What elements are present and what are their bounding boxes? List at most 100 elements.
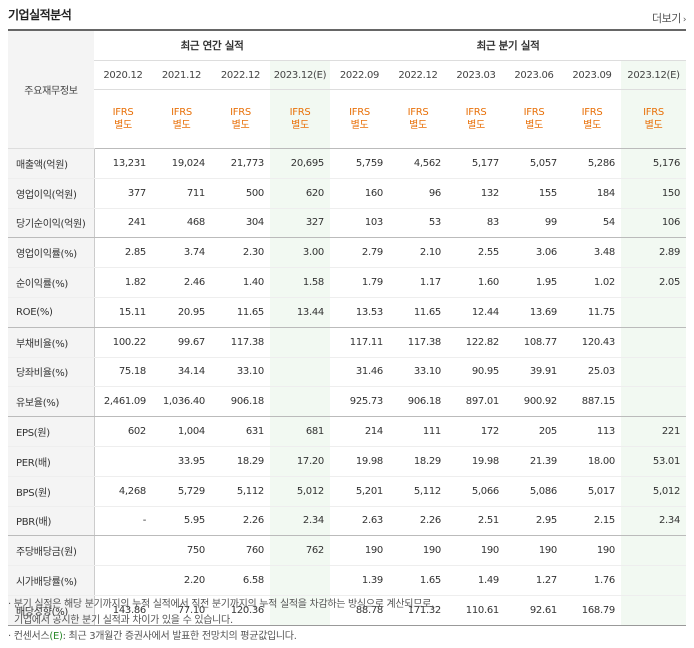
table-cell: 39.91 <box>505 357 563 388</box>
table-cell: 4,562 <box>389 148 447 179</box>
table-cell: 711 <box>152 178 211 209</box>
table-cell: 53.01 <box>621 446 687 477</box>
table-cell <box>621 297 687 328</box>
table-cell: 2.30 <box>211 237 270 269</box>
table-row: 배당성향(%) 143.86 77.10 120.36 88.78 171.32 110.6… <box>8 595 687 626</box>
table-cell: 5,177 <box>447 148 505 179</box>
table-cell: 2.51 <box>447 506 505 537</box>
table-cell: 13,231 <box>94 148 152 179</box>
table-cell: 5,286 <box>563 148 621 179</box>
table-cell: 155 <box>505 178 563 209</box>
table-cell: 762 <box>270 535 330 567</box>
table-cell: 18.29 <box>389 446 447 477</box>
table-cell: 205 <box>505 416 563 447</box>
table-cell: 2.46 <box>152 267 211 298</box>
period-header: 2023.12(E) <box>270 60 330 90</box>
table-cell: 54 <box>563 208 621 239</box>
table-cell <box>94 565 152 596</box>
table-cell: 111 <box>389 416 447 447</box>
table-cell: 3.06 <box>505 237 563 269</box>
table-cell <box>621 327 687 358</box>
basis-header: IFRS 별도 <box>270 89 330 149</box>
table-cell: 17.20 <box>270 446 330 477</box>
table-cell: 5.95 <box>152 506 211 537</box>
table-cell: 103 <box>330 208 389 239</box>
table-cell: 110.61 <box>447 595 505 626</box>
table-cell: 190 <box>389 535 447 567</box>
table-cell: 2.89 <box>621 237 687 269</box>
table-cell: 53 <box>389 208 447 239</box>
period-header: 2023.09 <box>563 60 621 90</box>
table-cell: 92.61 <box>505 595 563 626</box>
table-cell: 184 <box>563 178 621 209</box>
table-cell: 150 <box>621 178 687 209</box>
table-cell: 2.63 <box>330 506 389 537</box>
table-cell: 2.85 <box>94 237 152 269</box>
table-cell: 1.58 <box>270 267 330 298</box>
table-cell <box>621 565 687 596</box>
table-cell: 906.18 <box>211 386 270 418</box>
period-header: 2022.12 <box>211 60 270 90</box>
table-cell: 900.92 <box>505 386 563 418</box>
period-header: 2023.12(E) <box>621 60 687 90</box>
table-cell: 620 <box>270 178 330 209</box>
table-cell <box>621 595 687 626</box>
period-header: 2022.09 <box>330 60 389 90</box>
row-label: 배당성향(%) <box>8 595 95 626</box>
row-label: 당기순이익(억원) <box>8 208 95 239</box>
table-cell: 31.46 <box>330 357 389 388</box>
period-header: 2022.12 <box>389 60 447 90</box>
table-cell <box>621 386 687 418</box>
basis-header: IFRS 별도 <box>211 89 270 149</box>
table-cell: 2.95 <box>505 506 563 537</box>
basis-header: IFRS 별도 <box>152 89 211 149</box>
table-cell: 1.95 <box>505 267 563 298</box>
table-row: 당좌비율(%) 75.18 34.14 33.10 31.46 33.10 90.95 39.… <box>8 357 687 388</box>
table-cell: 13.69 <box>505 297 563 328</box>
table-cell: 12.44 <box>447 297 505 328</box>
table-cell: 241 <box>94 208 152 239</box>
table-cell: 21,773 <box>211 148 270 179</box>
table-cell: 88.78 <box>330 595 389 626</box>
table-cell: 2.79 <box>330 237 389 269</box>
table-cell: 20.95 <box>152 297 211 328</box>
table-cell: 99 <box>505 208 563 239</box>
table-cell: 5,112 <box>211 476 270 507</box>
table-cell: 327 <box>270 208 330 239</box>
table-cell: 5,057 <box>505 148 563 179</box>
financial-table: 주요재무정보 최근 연간 실적 최근 분기 실적 2020.12 2021.12 2… <box>8 29 687 626</box>
table-cell: 5,176 <box>621 148 687 179</box>
table-cell: 122.82 <box>447 327 505 358</box>
table-cell: 760 <box>211 535 270 567</box>
period-header: 2023.06 <box>505 60 563 90</box>
table-row: PBR(배) -5.95 2.26 2.34 2.63 2.26 2.51 2.95 2.15 2… <box>8 506 687 537</box>
table-cell: 190 <box>505 535 563 567</box>
table-cell: 190 <box>563 535 621 567</box>
note-line-3: · 컨센서스(E): 최근 3개월간 증권사에서 발표한 전망치의 평균값입니다… <box>8 631 297 642</box>
table-cell: 18.29 <box>211 446 270 477</box>
period-header: 2020.12 <box>94 60 152 90</box>
more-link[interactable]: 더보기 › <box>652 10 687 26</box>
table-cell <box>270 595 330 626</box>
table-cell: 33.10 <box>211 357 270 388</box>
table-cell: 100.22 <box>94 327 152 358</box>
group-quarter-header: 최근 분기 실적 <box>330 29 687 61</box>
table-cell: 2.34 <box>270 506 330 537</box>
table-cell: 19.98 <box>330 446 389 477</box>
table-cell: 13.53 <box>330 297 389 328</box>
table-cell: 106 <box>621 208 687 239</box>
table-cell: 304 <box>211 208 270 239</box>
table-row: 유보율(%) 2,461.09 1,036.40 906.18 925.73 906.18… <box>8 386 687 418</box>
table-row: BPS(원) 4,268 5,729 5,112 5,012 5,201 5,112 5,06… <box>8 476 687 507</box>
table-cell: 75.18 <box>94 357 152 388</box>
basis-header: IFRS 별도 <box>447 89 505 149</box>
period-header: 2021.12 <box>152 60 211 90</box>
basis-header: IFRS 별도 <box>563 89 621 149</box>
table-cell: 113 <box>563 416 621 447</box>
table-cell: 2.10 <box>389 237 447 269</box>
table-cell: 377 <box>94 178 152 209</box>
table-cell: 750 <box>152 535 211 567</box>
table-cell: 5,729 <box>152 476 211 507</box>
table-row: 당기순이익(억원) 241 468 304 327 103 53 83 99 54 106 <box>8 208 687 239</box>
table-cell: 3.00 <box>270 237 330 269</box>
